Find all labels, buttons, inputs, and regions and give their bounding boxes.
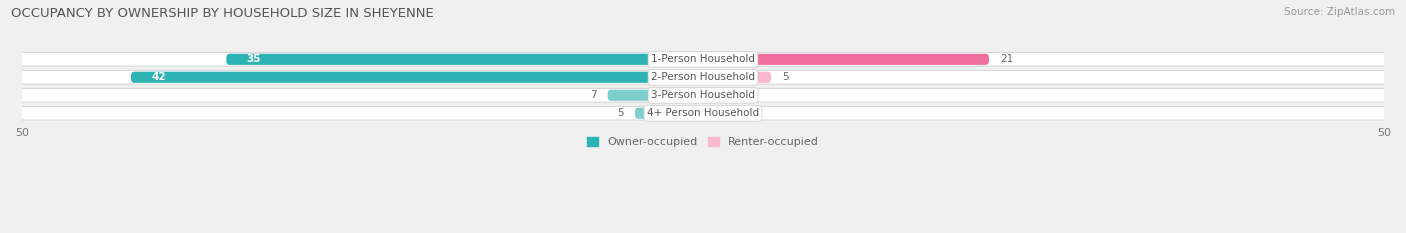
Text: 2-Person Household: 2-Person Household — [651, 72, 755, 82]
Text: 1-Person Household: 1-Person Household — [651, 54, 755, 64]
FancyBboxPatch shape — [1, 106, 1405, 120]
Text: 4+ Person Household: 4+ Person Household — [647, 108, 759, 118]
FancyBboxPatch shape — [1, 88, 1405, 102]
FancyBboxPatch shape — [131, 72, 703, 83]
Text: 7: 7 — [591, 90, 596, 100]
FancyBboxPatch shape — [703, 72, 770, 83]
Text: 42: 42 — [152, 72, 166, 82]
FancyBboxPatch shape — [226, 54, 703, 65]
FancyBboxPatch shape — [703, 54, 988, 65]
Legend: Owner-occupied, Renter-occupied: Owner-occupied, Renter-occupied — [582, 133, 824, 152]
Text: 5: 5 — [782, 72, 789, 82]
FancyBboxPatch shape — [636, 108, 703, 119]
Text: 2: 2 — [741, 108, 748, 118]
Text: 21: 21 — [1000, 54, 1014, 64]
FancyBboxPatch shape — [1, 70, 1405, 84]
FancyBboxPatch shape — [703, 108, 730, 119]
Text: 3-Person Household: 3-Person Household — [651, 90, 755, 100]
Text: 5: 5 — [617, 108, 624, 118]
Text: Source: ZipAtlas.com: Source: ZipAtlas.com — [1284, 7, 1395, 17]
Text: 35: 35 — [246, 54, 262, 64]
Text: 0: 0 — [714, 90, 720, 100]
Text: OCCUPANCY BY OWNERSHIP BY HOUSEHOLD SIZE IN SHEYENNE: OCCUPANCY BY OWNERSHIP BY HOUSEHOLD SIZE… — [11, 7, 434, 20]
FancyBboxPatch shape — [607, 90, 703, 101]
FancyBboxPatch shape — [1, 52, 1405, 66]
